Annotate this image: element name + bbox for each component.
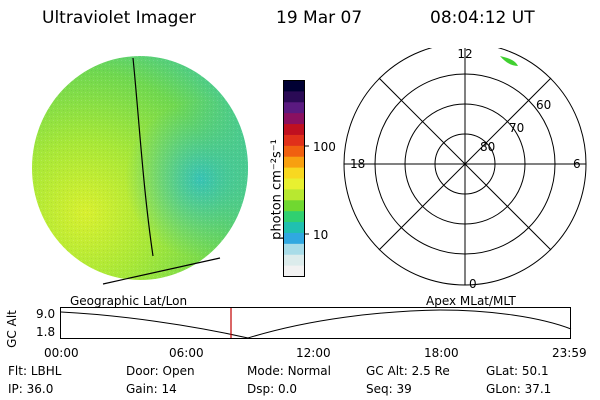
status-dsp: Dsp: 0.0 (247, 382, 298, 396)
colorbar-swatch (283, 124, 305, 136)
colorbar-tick-100: 100 (313, 140, 336, 154)
status-gain: Gain: 14 (126, 382, 177, 396)
colorbar-swatch (283, 265, 305, 277)
colorbar-swatch (283, 145, 305, 158)
auroral-patch (500, 56, 518, 66)
status-gc-alt: GC Alt: 2.5 Re (366, 364, 450, 378)
mlt-label-12: 12 (457, 48, 472, 61)
colorbar-unit-label: photon cm⁻²s⁻¹ (269, 139, 285, 240)
colorbar-swatch (283, 189, 305, 201)
status-ip: IP: 36.0 (8, 382, 54, 396)
alt-tick-top: 9.0 (36, 307, 56, 321)
colorbar-swatch (283, 156, 305, 169)
geographic-image (32, 56, 248, 285)
mlat-label-80: 80 (480, 140, 495, 154)
date-label: 19 Mar 07 (276, 8, 363, 28)
colorbar-swatch (283, 200, 305, 212)
status-flt: Flt: LBHL (8, 364, 62, 378)
status-glat: GLat: 50.1 (486, 364, 549, 378)
colorbar-swatch (283, 222, 305, 234)
colorbar-swatch (283, 243, 305, 256)
meridian-line (132, 57, 154, 257)
status-seq: Seq: 39 (366, 382, 412, 396)
colorbar-swatch (283, 80, 305, 92)
time-tick-0: 00:00 (44, 346, 79, 360)
altitude-timeline-plot (60, 307, 572, 339)
mlat-label-70: 70 (509, 121, 524, 135)
colorbar-swatch (283, 113, 305, 125)
mlat-label-60: 60 (536, 98, 551, 112)
colorbar-swatch (283, 134, 305, 147)
color-scale-bar (283, 80, 309, 277)
instrument-title: Ultraviolet Imager (42, 8, 196, 28)
colorbar-swatch (283, 167, 305, 179)
colorbar-tick-10: 10 (313, 228, 329, 242)
colorbar-swatch (283, 102, 305, 114)
alt-tick-bottom: 1.8 (36, 325, 56, 339)
colorbar-swatch (283, 178, 305, 190)
time-tick-4: 23:59 (552, 346, 587, 360)
time-tick-3: 18:00 (424, 346, 459, 360)
alt-axis-label: GC Alt (5, 310, 19, 348)
mlt-label-18: 18 (350, 157, 365, 171)
status-mode: Mode: Normal (247, 364, 331, 378)
status-glon: GLon: 37.1 (486, 382, 552, 396)
colorbar-swatch (283, 254, 305, 267)
apex-label: Apex MLat/MLT (426, 294, 516, 308)
colorbar-swatch (283, 211, 305, 223)
polar-mlat-mlt-plot: 12 18 6 0 80 70 60 (343, 48, 587, 291)
time-tick-2: 12:00 (296, 346, 331, 360)
colorbar-swatch (283, 91, 305, 103)
time-tick-1: 06:00 (169, 346, 204, 360)
mlt-label-0: 0 (469, 277, 477, 291)
colorbar-swatch (283, 232, 305, 245)
time-label: 08:04:12 UT (430, 8, 535, 28)
geographic-label: Geographic Lat/Lon (70, 294, 188, 308)
mlt-label-6: 6 (573, 157, 581, 171)
status-door: Door: Open (126, 364, 195, 378)
latitude-line (102, 257, 221, 285)
